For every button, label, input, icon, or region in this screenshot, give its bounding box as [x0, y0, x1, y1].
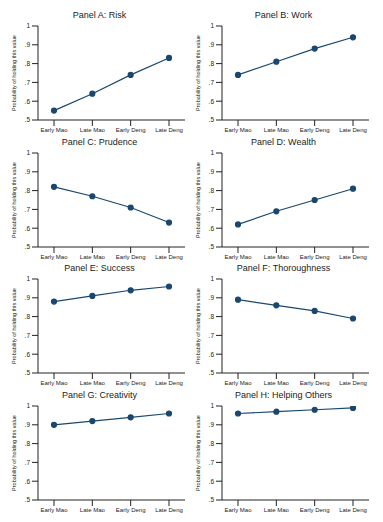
html-text:Panel F: Thoroughness: Panel F: Thoroughness [236, 263, 331, 273]
svg-text:1: 1 [26, 402, 30, 409]
svg-text:.5: .5 [209, 243, 215, 250]
svg-text:.8: .8 [209, 60, 215, 67]
svg-text:Early Mao: Early Mao [224, 380, 252, 386]
svg-text:Early Deng: Early Deng [116, 507, 146, 513]
svg-text:Late Mao: Late Mao [80, 507, 106, 513]
svg-text:.7: .7 [25, 79, 31, 86]
svg-text:Early Deng: Early Deng [300, 380, 330, 386]
svg-text:.6: .6 [25, 224, 31, 231]
svg-text:.8: .8 [25, 60, 31, 67]
svg-text:Late Deng: Late Deng [155, 507, 183, 513]
svg-text:1: 1 [210, 22, 214, 29]
svg-text:Early Deng: Early Deng [300, 254, 330, 260]
svg-text:Probability of holding this va: Probability of holding this value [195, 415, 201, 491]
svg-text:Early Deng: Early Deng [116, 254, 146, 260]
svg-text:1: 1 [210, 402, 214, 409]
svg-text:Late Mao: Late Mao [264, 380, 290, 386]
svg-text:.9: .9 [25, 421, 31, 428]
svg-text:.6: .6 [25, 98, 31, 105]
svg-text:.7: .7 [209, 79, 215, 86]
svg-text:Early Mao: Early Mao [224, 127, 252, 133]
svg-text:.8: .8 [209, 439, 215, 446]
svg-text:Early Mao: Early Mao [224, 507, 252, 513]
svg-text:Probability of holding this va: Probability of holding this value [11, 415, 17, 491]
svg-text:Probability of holding this va: Probability of holding this value [195, 35, 201, 111]
svg-text:Early Deng: Early Deng [116, 127, 146, 133]
svg-text:Late Mao: Late Mao [80, 127, 106, 133]
svg-text:.9: .9 [25, 294, 31, 301]
svg-text:.6: .6 [25, 351, 31, 358]
svg-text:Probability of holding this va: Probability of holding this value [11, 162, 17, 238]
svg-text:Late Deng: Late Deng [339, 254, 367, 260]
svg-text:Probability of holding this va: Probability of holding this value [195, 288, 201, 364]
svg-text:Late Mao: Late Mao [264, 127, 290, 133]
svg-text:.9: .9 [209, 421, 215, 428]
svg-text:.9: .9 [209, 294, 215, 301]
svg-text:.5: .5 [209, 496, 215, 503]
svg-text:1: 1 [210, 275, 214, 282]
svg-text:Early Mao: Early Mao [224, 254, 252, 260]
html-text:Panel D: Wealth: Panel D: Wealth [251, 136, 316, 147]
svg-text:.9: .9 [25, 41, 31, 48]
svg-text:.7: .7 [25, 332, 31, 339]
svg-text:.8: .8 [25, 439, 31, 446]
svg-text:.9: .9 [25, 168, 31, 175]
svg-text:.8: .8 [209, 313, 215, 320]
svg-text:.6: .6 [209, 224, 215, 231]
svg-text:Late Deng: Late Deng [339, 507, 367, 513]
svg-text:1: 1 [210, 149, 214, 156]
svg-text:Probability of holding this va: Probability of holding this value [195, 162, 201, 238]
html-text:Panel A: Risk: Panel A: Risk [72, 10, 127, 20]
svg-text:Late Deng: Late Deng [339, 380, 367, 386]
svg-text:Probability of holding this va: Probability of holding this value [11, 35, 17, 111]
svg-text:1: 1 [26, 22, 30, 29]
html-text:Panel H: Helping Others: Panel H: Helping Others [235, 389, 332, 400]
html-text:Panel C: Prudence: Panel C: Prudence [61, 136, 138, 147]
svg-text:Early Mao: Early Mao [40, 254, 68, 260]
svg-text:.5: .5 [25, 243, 31, 250]
svg-text:.7: .7 [25, 205, 31, 212]
html-text:Panel E: Success: Panel E: Success [64, 263, 135, 273]
svg-text:Late Deng: Late Deng [155, 127, 183, 133]
svg-text:.8: .8 [25, 313, 31, 320]
svg-text:.6: .6 [209, 477, 215, 484]
svg-text:Early Mao: Early Mao [40, 380, 68, 386]
html-text:Panel G: Creativity: Panel G: Creativity [62, 389, 137, 400]
svg-text:.7: .7 [209, 205, 215, 212]
svg-text:Early Mao: Early Mao [40, 127, 68, 133]
svg-text:.7: .7 [25, 458, 31, 465]
svg-text:Early Mao: Early Mao [40, 507, 68, 513]
svg-text:.5: .5 [25, 369, 31, 376]
svg-text:.5: .5 [209, 369, 215, 376]
svg-text:Late Deng: Late Deng [155, 380, 183, 386]
svg-text:Early Deng: Early Deng [300, 127, 330, 133]
svg-text:Late Deng: Late Deng [155, 254, 183, 260]
svg-text:.9: .9 [209, 41, 215, 48]
svg-text:Late Mao: Late Mao [264, 254, 290, 260]
svg-text:Late Mao: Late Mao [264, 507, 290, 513]
svg-text:1: 1 [26, 275, 30, 282]
svg-text:Late Deng: Late Deng [339, 127, 367, 133]
svg-text:.7: .7 [209, 458, 215, 465]
svg-text:.5: .5 [209, 116, 215, 123]
svg-text:Late Mao: Late Mao [80, 380, 106, 386]
svg-text:.8: .8 [209, 186, 215, 193]
svg-text:.5: .5 [25, 116, 31, 123]
svg-text:Early Deng: Early Deng [116, 380, 146, 386]
svg-text:.6: .6 [209, 351, 215, 358]
svg-text:.9: .9 [209, 168, 215, 175]
svg-text:1: 1 [26, 149, 30, 156]
svg-text:.8: .8 [25, 186, 31, 193]
html-text:Panel B: Work: Panel B: Work [254, 10, 313, 20]
svg-text:.6: .6 [209, 98, 215, 105]
svg-text:.7: .7 [209, 332, 215, 339]
svg-text:.6: .6 [25, 477, 31, 484]
svg-text:.5: .5 [25, 496, 31, 503]
svg-text:Early Deng: Early Deng [300, 507, 330, 513]
svg-text:Late Mao: Late Mao [80, 254, 106, 260]
svg-text:Probability of holding this va: Probability of holding this value [11, 288, 17, 364]
